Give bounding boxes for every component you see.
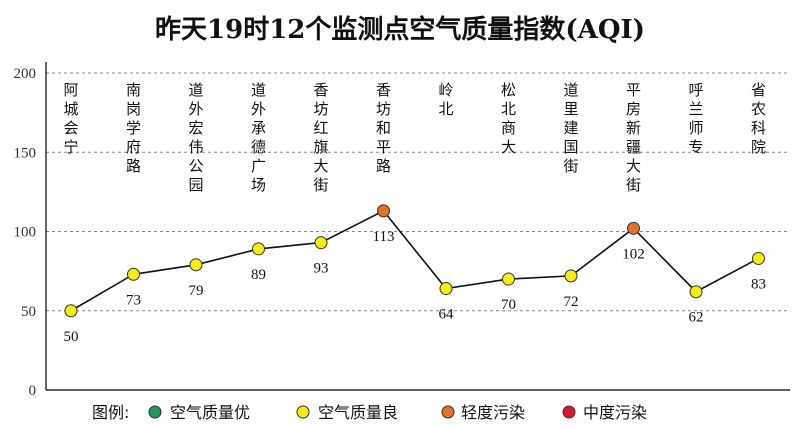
legend-marker-2 bbox=[296, 405, 310, 419]
aqi-series-line bbox=[70, 209, 759, 312]
site-label-2: 南岗学府路 bbox=[126, 81, 141, 175]
value-label-10: 102 bbox=[622, 246, 645, 262]
data-point-12 bbox=[752, 251, 765, 265]
chart-title: 昨天19时12个监测点空气质量指数(AQI) bbox=[155, 14, 645, 45]
value-label-3: 79 bbox=[189, 283, 204, 299]
value-label-6: 113 bbox=[373, 229, 395, 245]
data-point-4 bbox=[252, 242, 265, 256]
site-label-10: 平房新疆大街 bbox=[626, 81, 641, 194]
legend-label-2: 空气质量良 bbox=[318, 403, 398, 422]
site-label-5: 香坊红旗大街 bbox=[313, 81, 328, 194]
data-point-7 bbox=[439, 282, 453, 296]
y-tick-label-50: 50 bbox=[21, 304, 36, 320]
y-tick-label-200: 200 bbox=[14, 66, 37, 82]
data-point-2 bbox=[127, 267, 140, 281]
site-label-7: 岭北 bbox=[438, 81, 453, 118]
y-tick-label-0: 0 bbox=[29, 383, 37, 399]
site-label-6: 香坊和平路 bbox=[376, 81, 391, 175]
legend-marker-4 bbox=[562, 405, 576, 419]
legend-prefix: 图例: bbox=[92, 403, 129, 422]
y-tick-label-150: 150 bbox=[14, 145, 37, 161]
data-point-8 bbox=[502, 272, 515, 286]
value-label-2: 73 bbox=[126, 292, 141, 308]
data-point-11 bbox=[689, 285, 703, 299]
chart-legend: 图例: 空气质量优 空气质量良 轻度污染 中度污染 bbox=[92, 403, 647, 422]
site-label-4: 道外承德广场 bbox=[251, 81, 266, 194]
value-label-7: 64 bbox=[439, 307, 455, 323]
data-point-1 bbox=[64, 304, 78, 318]
legend-label-1: 空气质量优 bbox=[170, 403, 250, 422]
value-label-8: 70 bbox=[501, 297, 516, 313]
data-point-9 bbox=[564, 269, 578, 283]
legend-label-3: 轻度污染 bbox=[461, 403, 525, 422]
site-label-11: 呼兰师专 bbox=[688, 81, 703, 156]
site-label-1: 阿城会宁 bbox=[63, 81, 78, 156]
legend-marker-1 bbox=[148, 405, 162, 419]
data-point-3 bbox=[189, 258, 203, 272]
site-label-12: 省农科院 bbox=[751, 81, 766, 156]
value-label-4: 89 bbox=[251, 267, 266, 283]
value-label-1: 50 bbox=[64, 329, 79, 345]
site-label-3: 道外宏伟公园 bbox=[188, 81, 203, 194]
data-point-5 bbox=[314, 236, 328, 250]
legend-marker-3 bbox=[441, 405, 455, 419]
data-point-10 bbox=[627, 221, 640, 235]
value-label-9: 72 bbox=[564, 294, 579, 310]
site-label-9: 道里建国街 bbox=[563, 81, 578, 175]
value-label-12: 83 bbox=[751, 276, 766, 292]
data-point-6 bbox=[377, 204, 390, 218]
value-label-5: 93 bbox=[314, 261, 329, 277]
value-label-11: 62 bbox=[689, 310, 704, 326]
y-tick-label-100: 100 bbox=[14, 225, 37, 241]
legend-label-4: 中度污染 bbox=[583, 403, 647, 422]
site-label-8: 松北商大 bbox=[501, 81, 516, 156]
